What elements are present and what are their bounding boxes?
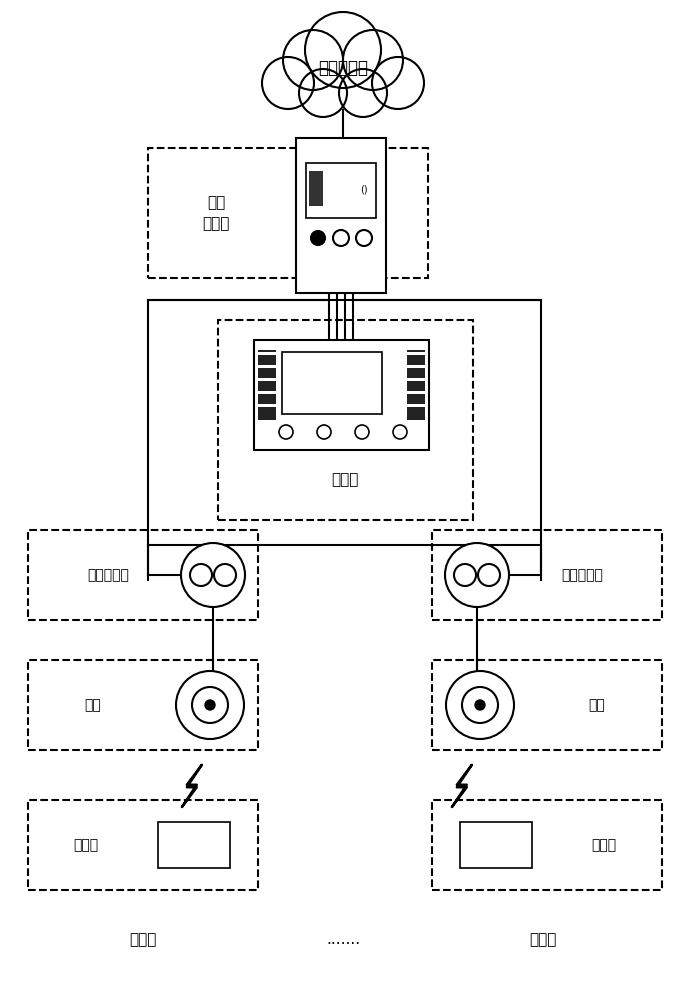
Bar <box>148 148 428 278</box>
Bar <box>28 660 258 750</box>
Circle shape <box>283 30 343 90</box>
Text: 天线: 天线 <box>589 698 605 712</box>
Bar <box>460 822 532 868</box>
Bar <box>254 340 429 450</box>
Circle shape <box>190 564 212 586</box>
Circle shape <box>299 69 347 117</box>
Circle shape <box>333 230 349 246</box>
Circle shape <box>214 564 236 586</box>
Text: 读卡器: 读卡器 <box>331 473 359 488</box>
Text: 成套
控制箱: 成套 控制箱 <box>202 195 229 231</box>
Bar <box>309 171 323 206</box>
Bar <box>306 163 376 218</box>
Circle shape <box>475 700 485 710</box>
Bar <box>28 800 258 890</box>
Bar <box>148 300 541 545</box>
Circle shape <box>454 564 476 586</box>
Text: .......: ....... <box>326 932 360 948</box>
Bar <box>407 391 425 394</box>
Circle shape <box>311 231 325 245</box>
Bar <box>258 378 276 381</box>
Circle shape <box>317 425 331 439</box>
Circle shape <box>305 12 381 88</box>
Bar <box>407 404 425 407</box>
Text: (): () <box>360 185 368 195</box>
Circle shape <box>176 671 244 739</box>
Circle shape <box>445 543 509 607</box>
Bar <box>407 378 425 381</box>
Bar <box>407 350 425 420</box>
Text: 车辆探测器: 车辆探测器 <box>561 568 603 582</box>
Circle shape <box>181 543 245 607</box>
Text: 天线: 天线 <box>85 698 102 712</box>
Text: 车辆卡: 车辆卡 <box>74 838 98 852</box>
Text: 停车位: 停车位 <box>529 932 556 948</box>
Circle shape <box>205 700 215 710</box>
Circle shape <box>192 687 228 723</box>
Bar <box>258 352 276 355</box>
Circle shape <box>356 230 372 246</box>
Circle shape <box>262 57 314 109</box>
Bar <box>407 352 425 355</box>
Bar <box>28 530 258 620</box>
Bar <box>432 800 662 890</box>
Bar <box>218 320 473 520</box>
Bar <box>296 138 386 293</box>
Text: 内部管理网: 内部管理网 <box>318 59 368 77</box>
Circle shape <box>279 425 293 439</box>
Circle shape <box>339 69 387 117</box>
Bar <box>258 391 276 394</box>
Bar <box>282 352 382 414</box>
Circle shape <box>462 687 498 723</box>
Bar <box>258 350 276 420</box>
Circle shape <box>478 564 500 586</box>
Bar <box>258 404 276 407</box>
Circle shape <box>355 425 369 439</box>
Circle shape <box>446 671 514 739</box>
Circle shape <box>343 30 403 90</box>
Circle shape <box>393 425 407 439</box>
Bar <box>432 530 662 620</box>
Bar <box>258 365 276 368</box>
Text: 停车位: 停车位 <box>129 932 157 948</box>
Text: 车辆卡: 车辆卡 <box>592 838 616 852</box>
Bar <box>432 660 662 750</box>
Bar <box>158 822 230 868</box>
Bar <box>407 365 425 368</box>
Circle shape <box>372 57 424 109</box>
Text: 车辆探测器: 车辆探测器 <box>87 568 129 582</box>
